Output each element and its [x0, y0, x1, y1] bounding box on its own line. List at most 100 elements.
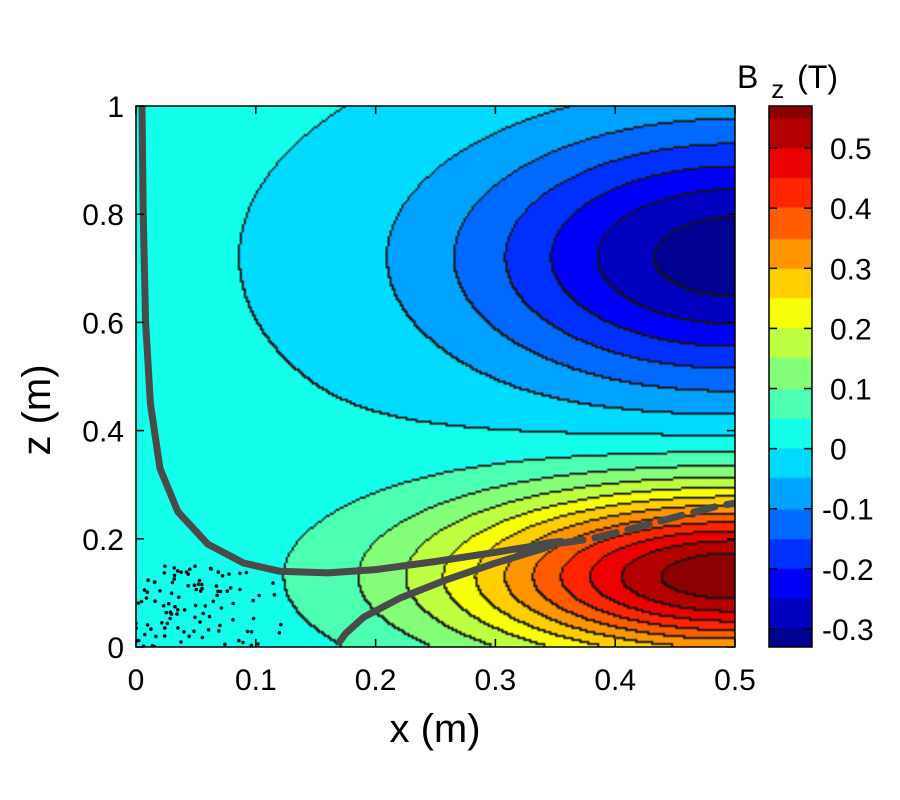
- particle-dot: [271, 581, 275, 585]
- particle-dot: [164, 610, 168, 615]
- particle-dot: [249, 643, 254, 647]
- particle-dot: [182, 608, 187, 612]
- particle-dot: [244, 570, 249, 575]
- particle-dot: [231, 618, 235, 622]
- particle-dot: [216, 570, 221, 574]
- particle-dot: [198, 589, 203, 593]
- particle-dot: [162, 634, 167, 638]
- particle-dot: [245, 629, 250, 634]
- trajectory-line-2: [336, 538, 565, 646]
- particle-dot: [162, 571, 167, 575]
- particle-dot: [176, 608, 180, 612]
- particle-dot: [176, 626, 180, 630]
- particle-dot: [194, 587, 199, 592]
- particle-dot: [168, 616, 172, 621]
- particle-dot: [193, 615, 197, 620]
- particle-dot: [142, 588, 147, 592]
- particle-dot: [186, 572, 190, 576]
- y-tick-label: 1: [107, 91, 124, 124]
- colorbar: 0.5 0.4 0.3 0.2 0.1 0 -0.1 -0.2 -0.3: [768, 105, 874, 648]
- plot-area: [136, 106, 735, 647]
- particle-dot: [144, 596, 149, 600]
- particle-dot: [150, 643, 155, 647]
- x-tick-label: 0.5: [714, 664, 756, 697]
- particle-dot: [203, 604, 208, 608]
- x-tick-label: 0.2: [355, 664, 397, 697]
- particle-dot: [231, 601, 235, 606]
- particle-dot: [279, 622, 283, 627]
- particle-dot: [173, 604, 177, 609]
- particle-dot: [241, 640, 245, 645]
- particle-dot: [186, 583, 190, 588]
- particle-dot: [218, 589, 223, 594]
- particle-dot: [256, 642, 260, 646]
- trajectory-line-1: [138, 106, 565, 577]
- particle-dot: [193, 603, 198, 608]
- colorbar-tick-label: -0.2: [822, 554, 874, 587]
- particle-dot: [166, 602, 171, 606]
- colorbar-title-unit: (T): [797, 59, 838, 95]
- particle-dot: [200, 635, 205, 640]
- particle-dot: [219, 606, 224, 610]
- trajectory-line-3: [557, 499, 735, 547]
- x-tick-label: 0: [128, 664, 145, 697]
- particle-dot: [146, 578, 150, 582]
- particle-dot: [142, 632, 147, 637]
- colorbar-gradient: [769, 106, 812, 647]
- particle-dot: [172, 573, 177, 578]
- x-tick-label: 0.3: [475, 664, 517, 697]
- particle-dot: [272, 593, 277, 597]
- y-tick-label: 0.8: [82, 199, 124, 232]
- particle-dot: [251, 598, 255, 603]
- particle-dot: [137, 638, 141, 643]
- particle-dot: [175, 612, 179, 616]
- particle-dot: [179, 570, 183, 574]
- colorbar-tick-label: 0.4: [830, 193, 872, 226]
- x-axis-label: x (m): [389, 707, 480, 751]
- y-tick-label: 0.6: [82, 307, 124, 340]
- particle-dot: [249, 630, 254, 634]
- particle-dot: [200, 582, 204, 587]
- particle-dot: [225, 589, 230, 593]
- x-tick-label: 0.1: [235, 664, 277, 697]
- particle-dot: [198, 620, 202, 624]
- particle-dot: [251, 616, 256, 621]
- y-axis-label: z (m): [15, 364, 59, 455]
- particle-dot: [220, 574, 225, 578]
- particle-dot: [139, 599, 144, 604]
- particle-dot: [160, 621, 164, 625]
- particle-dot: [158, 589, 162, 593]
- particle-dot: [216, 589, 220, 594]
- particle-dot: [153, 580, 157, 584]
- particle-dot: [165, 621, 170, 626]
- particle-dot: [227, 572, 231, 576]
- particle-dot: [168, 610, 173, 614]
- particle-dots: [136, 564, 283, 647]
- particle-dot: [163, 564, 167, 569]
- colorbar-tick-label: 0.3: [830, 253, 872, 286]
- colorbar-title-sub: z: [771, 74, 784, 104]
- x-tick-label: 0.4: [594, 664, 636, 697]
- particle-dot: [223, 642, 227, 647]
- particle-dot: [217, 629, 221, 633]
- particle-dot: [179, 640, 183, 644]
- particle-dot: [145, 590, 150, 594]
- particle-dot: [207, 614, 212, 619]
- particle-dot: [218, 623, 222, 628]
- particle-dot: [211, 599, 216, 604]
- particle-dot: [149, 627, 153, 631]
- particle-dot: [238, 571, 242, 576]
- y-axis-ticks: 0 0.2 0.4 0.6 0.8 1: [82, 91, 735, 665]
- particle-dot: [197, 578, 202, 583]
- particle-dot: [161, 603, 166, 608]
- particle-dot: [228, 586, 233, 590]
- particle-dot: [192, 629, 196, 634]
- trajectory-layer: [138, 106, 735, 646]
- particle-dot: [188, 567, 192, 572]
- colorbar-tick-label: -0.3: [822, 614, 874, 647]
- colorbar-tick-label: 0.2: [830, 313, 872, 346]
- particle-dot: [200, 586, 204, 591]
- particle-dot: [237, 638, 241, 643]
- colorbar-tick-label: 0: [830, 434, 847, 467]
